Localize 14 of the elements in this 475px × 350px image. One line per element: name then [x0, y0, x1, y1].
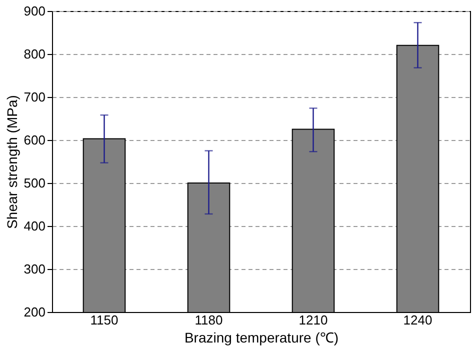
x-axis-title: Brazing temperature (℃)	[184, 330, 339, 346]
y-tick-label: 400	[24, 218, 46, 234]
x-tick-label: 1150	[90, 312, 118, 328]
y-axis-title: Shear strength (MPa)	[4, 95, 20, 229]
x-tick-label: 1210	[298, 312, 328, 328]
y-tick-label: 200	[24, 304, 46, 320]
y-tick-label: 300	[24, 262, 46, 276]
y-tick-label: 800	[24, 46, 46, 62]
y-tick-label: 700	[24, 90, 46, 104]
y-tick-label: 900	[24, 4, 46, 18]
x-tick-label: 1240	[403, 312, 432, 328]
x-tick-label: 1180	[194, 312, 223, 328]
y-tick-label: 500	[24, 176, 46, 190]
y-tick-label: 600	[24, 132, 46, 148]
